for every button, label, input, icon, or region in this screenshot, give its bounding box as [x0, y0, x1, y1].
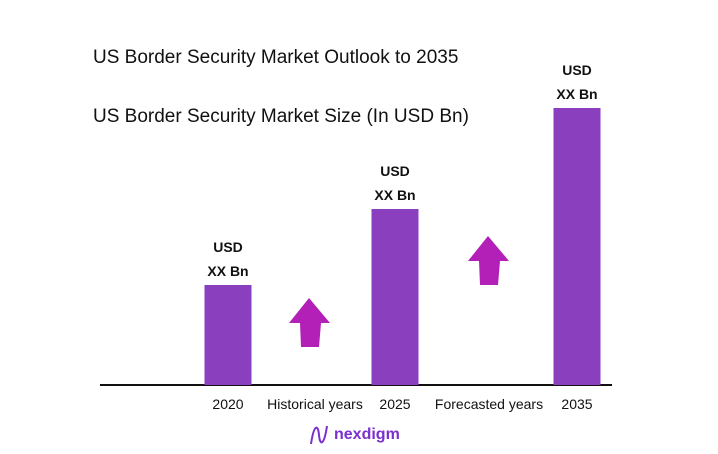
logo-wave-icon	[310, 425, 328, 445]
data-label-line: USD	[562, 62, 592, 78]
data-label-line: XX Bn	[374, 187, 416, 203]
growth-arrow-icon	[468, 236, 509, 285]
brand-logo: nexdigm	[308, 424, 400, 446]
data-label: USD XX Bn	[355, 159, 435, 207]
bar-2035	[553, 108, 601, 385]
data-label-line: XX Bn	[556, 86, 598, 102]
x-tick-label: 2020	[212, 396, 244, 412]
data-label-line: USD	[213, 239, 243, 255]
data-label-line: XX Bn	[207, 263, 249, 279]
period-label-forecast: Forecasted years	[434, 396, 544, 412]
brand-name: nexdigm	[334, 426, 400, 443]
x-tick-label: 2035	[561, 396, 593, 412]
growth-arrow-icon	[289, 298, 330, 347]
data-label: USD XX Bn	[188, 235, 268, 283]
x-tick-label: 2025	[379, 396, 411, 412]
chart-title: US Border Security Market Outlook to 203…	[93, 47, 459, 68]
period-label-historical: Historical years	[267, 396, 363, 412]
data-label-line: USD	[380, 163, 410, 179]
data-label: USD XX Bn	[537, 58, 617, 106]
bar-2025	[371, 209, 419, 385]
bar-2020	[204, 285, 252, 385]
chart-subtitle: US Border Security Market Size (In USD B…	[93, 106, 469, 127]
